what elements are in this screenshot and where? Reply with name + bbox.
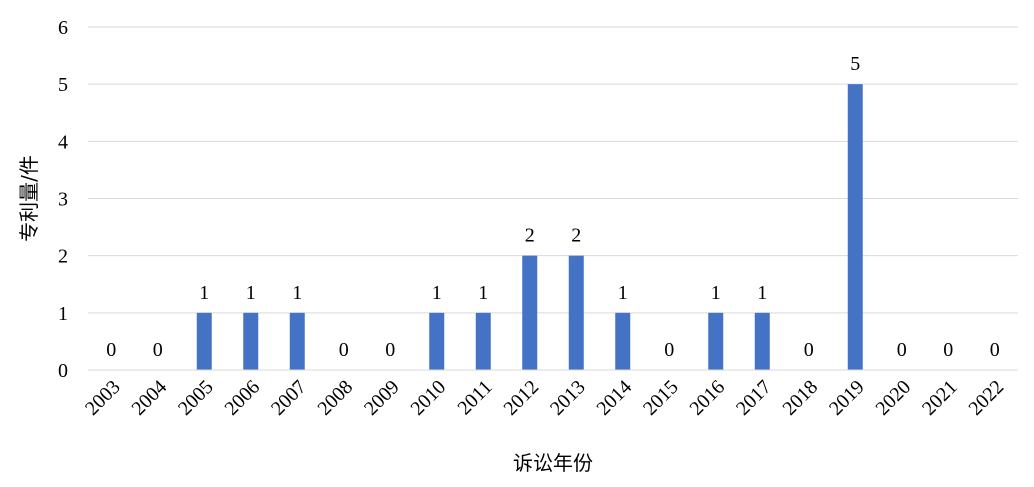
bar: [522, 255, 538, 370]
data-label: 5: [850, 53, 860, 75]
bar: [475, 312, 491, 370]
x-tick-label: 2022: [964, 376, 1008, 420]
bar: [289, 312, 305, 370]
data-label: 0: [339, 339, 349, 361]
bar: [708, 312, 724, 370]
data-label: 1: [246, 282, 256, 304]
x-tick-label: 2020: [871, 376, 915, 420]
x-tick-label: 2013: [546, 376, 590, 420]
y-tick-label: 2: [58, 246, 68, 268]
data-label: 1: [757, 282, 767, 304]
data-label: 1: [711, 282, 721, 304]
y-axis-ticks: 0 1 2 3 4 5 6: [58, 17, 68, 382]
data-label: 0: [106, 339, 116, 361]
data-label: 0: [897, 339, 907, 361]
data-label: 2: [571, 225, 581, 247]
x-tick-label: 2003: [81, 376, 125, 420]
x-tick-label: 2011: [453, 376, 496, 419]
data-label: 0: [943, 339, 953, 361]
bar: [243, 312, 259, 370]
x-tick-label: 2008: [313, 376, 357, 420]
x-tick-label: 2016: [685, 376, 729, 420]
data-label: 0: [664, 339, 674, 361]
bar: [754, 312, 770, 370]
y-tick-label: 6: [58, 17, 68, 39]
x-tick-label: 2015: [639, 376, 683, 420]
bar: [568, 255, 584, 370]
y-tick-label: 0: [58, 360, 68, 382]
data-label: 1: [199, 282, 209, 304]
bars: [196, 84, 863, 371]
data-label: 0: [990, 339, 1000, 361]
data-label: 1: [478, 282, 488, 304]
x-tick-label: 2007: [267, 376, 311, 420]
x-tick-label: 2017: [732, 376, 776, 420]
x-axis-ticks: 2003 2004 2005 2006 2007 2008 2009 2010 2011 2012…: [81, 376, 1008, 420]
x-tick-label: 2018: [778, 376, 822, 420]
bar: [615, 312, 631, 370]
x-tick-label: 2021: [918, 376, 962, 420]
data-label: 1: [432, 282, 442, 304]
x-axis-title: 诉讼年份: [513, 451, 593, 475]
bar: [196, 312, 212, 370]
x-tick-label: 2014: [592, 376, 636, 420]
x-tick-label: 2019: [825, 376, 869, 420]
y-tick-label: 1: [58, 303, 68, 325]
bar: [847, 84, 863, 371]
x-tick-label: 2010: [406, 376, 450, 420]
data-label: 2: [525, 225, 535, 247]
gridlines: [88, 26, 1018, 314]
data-label: 0: [804, 339, 814, 361]
y-tick-label: 3: [58, 189, 68, 211]
data-label: 1: [292, 282, 302, 304]
y-axis-title: 专利量/件: [17, 155, 41, 242]
y-tick-label: 5: [58, 74, 68, 96]
y-tick-label: 4: [58, 131, 68, 153]
bar: [429, 312, 445, 370]
data-label: 1: [618, 282, 628, 304]
data-label: 0: [153, 339, 163, 361]
data-label: 0: [385, 339, 395, 361]
x-tick-label: 2012: [499, 376, 543, 420]
x-tick-label: 2009: [360, 376, 404, 420]
x-tick-label: 2006: [220, 376, 264, 420]
x-tick-label: 2004: [127, 376, 171, 420]
x-tick-label: 2005: [174, 376, 218, 420]
